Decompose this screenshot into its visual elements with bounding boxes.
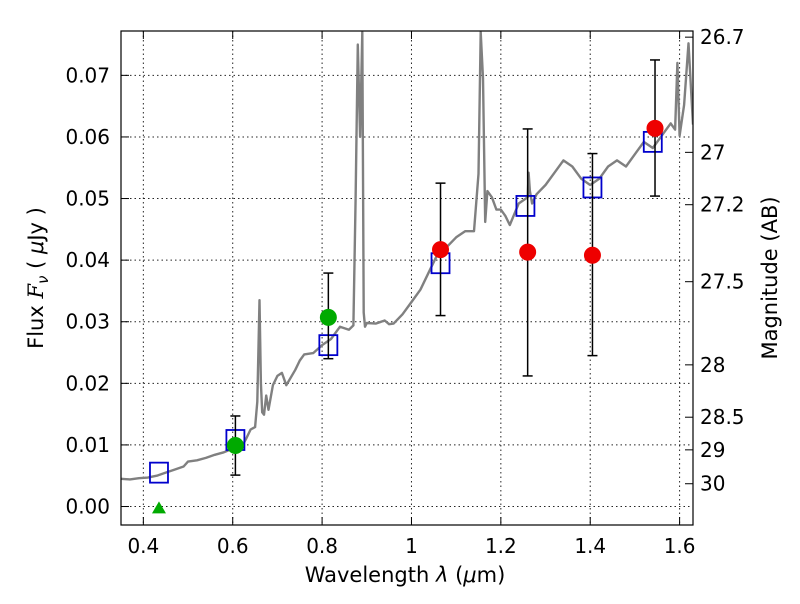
- spectrum-series: [121, 31, 693, 481]
- y-tick-label: 0.00: [65, 495, 110, 519]
- y-axis-label: Flux Fν ( μJy ): [24, 207, 52, 349]
- y2-tick-label: 27.5: [700, 270, 745, 294]
- y-axis-label-nu: ν: [34, 276, 52, 284]
- y2-tick-label: 28: [700, 353, 725, 377]
- x-tick-label: 0.4: [127, 534, 159, 558]
- y-axis-label-prefix: Flux: [24, 299, 48, 349]
- x-tick-label: 0.8: [306, 534, 338, 558]
- upper-limit-triangle: [151, 501, 166, 514]
- y-axis-label-F: F: [24, 283, 48, 300]
- y2-tick-label: 27: [700, 140, 725, 164]
- x-axis-label-unit: m): [477, 563, 506, 587]
- y-tick-label: 0.02: [65, 371, 110, 395]
- y-axis-label-unit: Jy ): [24, 207, 48, 243]
- model-photometry-square: [149, 461, 169, 484]
- x-axis-label-lambda: λ: [435, 563, 448, 587]
- axis-ticks: 0.4 0.6 0.8 1 1.2 1.4 1.6 0.00 0.01 0.02 0.03 0.04 0…: [65, 25, 744, 558]
- observed-photometry-point: [226, 437, 244, 455]
- y2-tick-label: 29: [700, 438, 725, 462]
- observed-photometry-point: [583, 246, 601, 264]
- x-axis-label-mu: μ: [462, 563, 476, 587]
- observed-photometry-point: [319, 308, 337, 326]
- y2-tick-label: 26.7: [700, 25, 745, 49]
- y-tick-label: 0.03: [65, 310, 110, 334]
- x-tick-label: 1.4: [574, 534, 606, 558]
- photometry-markers: [149, 59, 664, 514]
- y-axis-label-mu: μ: [24, 241, 48, 255]
- y-tick-label: 0.04: [65, 248, 110, 272]
- y2-tick-label: 27.2: [700, 193, 745, 217]
- y-tick-label: 0.06: [65, 125, 110, 149]
- model-spectrum-line: [121, 31, 693, 481]
- y2-tick-label: 28.5: [700, 405, 745, 429]
- y-axis-label-open: (: [24, 254, 48, 276]
- x-axis-label-open: (: [448, 563, 463, 587]
- y-tick-label: 0.05: [65, 187, 110, 211]
- y-tick-label: 0.01: [65, 433, 110, 457]
- x-tick-label: 0.6: [217, 534, 249, 558]
- y2-tick-label: 30: [700, 472, 725, 496]
- x-tick-label: 1: [405, 534, 418, 558]
- observed-photometry-point: [519, 243, 537, 261]
- grid-lines: [121, 31, 693, 525]
- x-tick-label: 1.6: [664, 534, 696, 558]
- y-tick-label: 0.07: [65, 63, 110, 87]
- plot-frame: [120, 30, 694, 526]
- x-axis-label: Wavelength λ (μm): [305, 563, 506, 587]
- observed-photometry-point: [646, 119, 664, 137]
- observed-photometry-point: [432, 241, 450, 259]
- model-photometry-square: [515, 195, 536, 217]
- y2-axis-label: Magnitude (AB): [758, 196, 782, 359]
- x-axis-label-prefix: Wavelength: [305, 563, 436, 587]
- x-tick-label: 1.2: [485, 534, 517, 558]
